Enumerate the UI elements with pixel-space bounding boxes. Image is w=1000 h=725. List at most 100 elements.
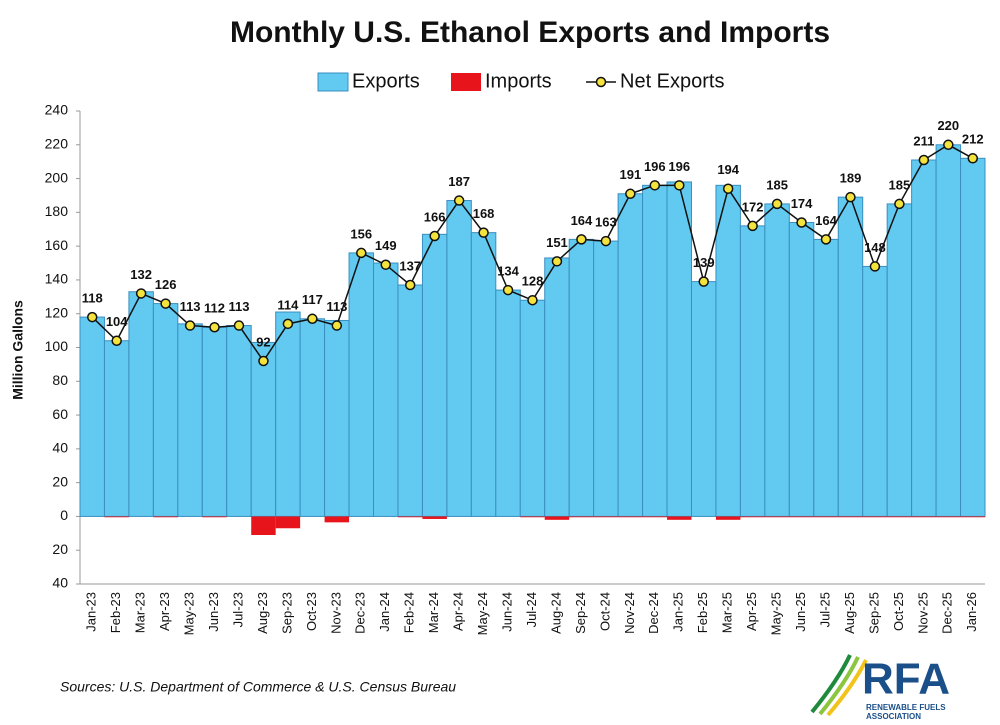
bar: [862, 516, 888, 518]
x-tick-label: Oct-23: [304, 592, 319, 631]
bar: [299, 318, 326, 517]
bar: [177, 323, 203, 517]
bar: [397, 284, 423, 517]
logo-subtext: ASSOCIATION: [866, 712, 921, 721]
bar: [960, 516, 985, 518]
bar: [153, 516, 178, 518]
net-marker: [209, 321, 220, 333]
y-tick-label: 160: [45, 237, 69, 253]
net-marker: [820, 234, 832, 245]
x-tick-label: Sep-25: [866, 592, 881, 634]
data-label: 172: [742, 199, 764, 214]
bar: [569, 516, 594, 518]
bar: [519, 299, 546, 517]
bar: [739, 225, 766, 517]
bar: [813, 516, 839, 518]
bar: [201, 326, 228, 517]
data-label: 185: [766, 177, 788, 192]
net-marker: [86, 311, 98, 323]
bar: [250, 341, 277, 517]
x-tick-label: Dec-25: [940, 592, 955, 634]
data-label: 137: [399, 258, 421, 273]
net-marker: [943, 139, 954, 151]
net-marker: [527, 294, 538, 306]
net-marker: [698, 276, 709, 287]
y-tick-label: 140: [45, 271, 69, 287]
net-marker: [551, 256, 563, 267]
data-label: 212: [962, 132, 984, 147]
net-marker: [869, 261, 881, 272]
bar: [642, 516, 668, 518]
x-tick-label: Aug-25: [842, 592, 857, 634]
source-note: Sources: U.S. Department of Commerce & U…: [60, 679, 456, 695]
bar: [838, 516, 863, 518]
x-tick-label: Sep-24: [573, 592, 588, 634]
y-tick-label: 100: [45, 338, 69, 354]
x-tick-label: Nov-23: [328, 592, 343, 634]
data-label: 132: [130, 267, 152, 282]
data-label: 164: [815, 213, 837, 228]
bar: [593, 240, 619, 517]
legend-label: Imports: [485, 70, 552, 92]
x-tick-label: Mar-24: [426, 592, 441, 633]
net-marker: [111, 335, 122, 346]
y-tick-label: 0: [60, 507, 68, 523]
net-marker: [674, 180, 685, 191]
x-tick-label: Jan-24: [377, 592, 392, 632]
x-tick-label: Jul-25: [817, 592, 832, 627]
bar: [666, 181, 692, 517]
data-label: 114: [277, 297, 299, 312]
bar: [715, 516, 741, 520]
data-label: 148: [864, 240, 886, 255]
bar: [837, 196, 864, 517]
x-tick-label: Jul-24: [524, 592, 539, 627]
net-marker: [649, 180, 661, 191]
data-label: 117: [302, 292, 323, 307]
bar: [520, 516, 545, 518]
x-tick-label: Apr-23: [157, 592, 172, 631]
x-tick-label: Feb-24: [402, 592, 417, 633]
bar: [152, 303, 179, 517]
x-tick-label: Dec-23: [353, 592, 368, 634]
net-marker: [796, 217, 807, 228]
bar: [764, 516, 790, 518]
bar: [251, 516, 276, 536]
x-tick-label: Jan-26: [964, 592, 979, 632]
y-tick-label: 240: [45, 102, 69, 118]
x-tick-label: Mar-23: [133, 592, 148, 633]
logo-swoosh: [810, 654, 852, 714]
y-tick-label: 180: [45, 203, 69, 219]
y-tick-label: 200: [45, 169, 69, 185]
bar: [324, 516, 350, 523]
logo: RFA RENEWABLE FUELS ASSOCIATION: [810, 654, 950, 721]
bar: [568, 238, 595, 517]
data-label: 220: [937, 118, 959, 133]
y-tick-label: 20: [52, 541, 68, 557]
data-label: 126: [155, 277, 177, 292]
bar: [226, 325, 252, 517]
y-tick-label: 60: [52, 406, 68, 422]
data-label: 189: [840, 171, 862, 186]
bar: [202, 516, 227, 518]
bar: [936, 516, 961, 518]
x-tick-label: Aug-24: [548, 592, 563, 634]
legend-label: Net Exports: [620, 70, 724, 92]
net-marker: [967, 153, 979, 164]
net-marker: [576, 234, 587, 245]
bar: [495, 289, 521, 517]
x-tick-label: Feb-25: [695, 592, 710, 633]
data-label: 139: [693, 255, 715, 270]
bar: [275, 516, 301, 529]
x-tick-label: Oct-24: [597, 592, 612, 631]
net-marker: [307, 313, 318, 325]
net-marker: [845, 191, 856, 203]
data-label: 168: [473, 206, 495, 221]
bar: [690, 281, 717, 517]
x-tick-label: May-24: [475, 592, 490, 635]
net-marker: [429, 230, 440, 242]
x-tick-label: Jun-24: [499, 592, 514, 632]
legend-marker: [595, 76, 607, 88]
legend-swatch: [317, 72, 349, 92]
net-marker: [160, 298, 171, 309]
bar: [667, 516, 692, 520]
